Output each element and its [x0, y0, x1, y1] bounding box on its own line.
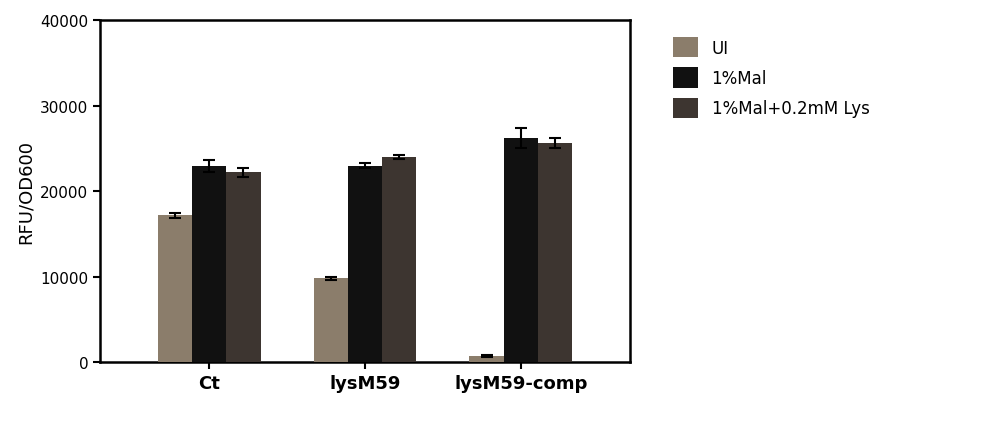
Bar	[469, 356, 504, 362]
Bar	[314, 279, 348, 362]
Bar	[538, 144, 572, 362]
Bar	[348, 166, 382, 362]
Bar	[192, 166, 226, 362]
Bar	[226, 173, 261, 362]
Y-axis label: RFU/OD600: RFU/OD600	[16, 140, 34, 244]
Legend: UI, 1%Mal, 1%Mal+0.2mM Lys: UI, 1%Mal, 1%Mal+0.2mM Lys	[665, 30, 878, 127]
Bar	[158, 216, 192, 362]
Bar	[504, 139, 538, 362]
Bar	[382, 158, 416, 362]
